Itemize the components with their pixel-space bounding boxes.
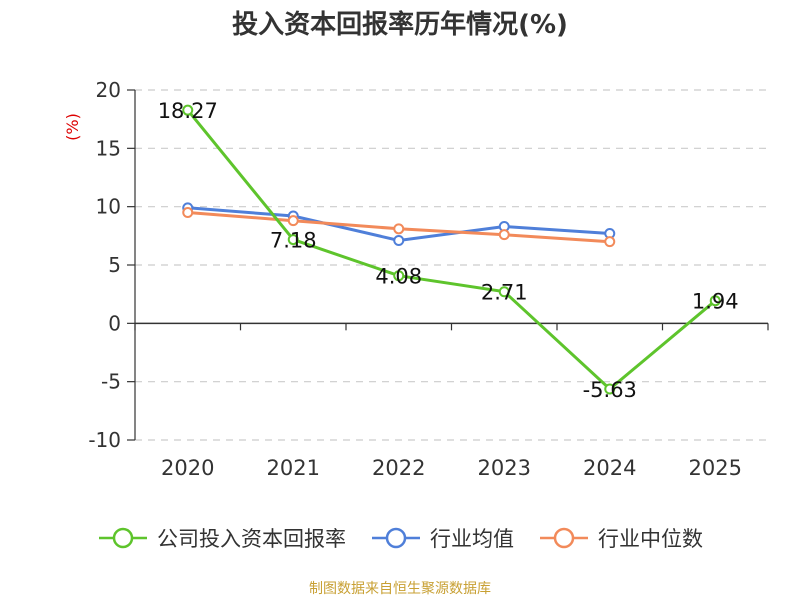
x-tick-label: 2020 (161, 456, 214, 480)
y-tick-label: 20 (96, 78, 121, 102)
legend: 公司投入资本回报率 行业均值 行业中位数 (0, 518, 800, 558)
data-label: 1.94 (692, 290, 739, 314)
data-point (498, 286, 510, 298)
series-lines (182, 104, 721, 395)
y-tick-label: 5 (108, 253, 121, 277)
legend-item: 公司投入资本回报率 (97, 523, 346, 553)
legend-item: 行业均值 (370, 523, 514, 553)
x-tick-label: 2024 (583, 456, 636, 480)
legend-label: 行业均值 (430, 527, 514, 551)
x-tick-label: 2023 (478, 456, 531, 480)
legend-swatch-icon (372, 527, 420, 549)
data-label: 18.27 (158, 99, 218, 123)
y-tick-label: -5 (101, 370, 121, 394)
legend-item: 行业中位数 (538, 523, 703, 553)
y-tick-label: 10 (96, 195, 121, 219)
data-point (604, 236, 616, 248)
y-tick-label: 15 (96, 136, 121, 160)
data-point (393, 223, 405, 235)
y-axis-label: (%) (63, 113, 82, 141)
data-point (604, 383, 616, 395)
data-label: 2.71 (481, 281, 528, 305)
data-label: 4.08 (375, 265, 422, 289)
line-chart: -10 -5 0 5 10 15 20 (%) 2020 2021 2022 2023 2024 2025… (63, 78, 769, 480)
data-point (393, 235, 405, 246)
grid-lines (135, 89, 768, 441)
data-point (287, 215, 299, 227)
series-line (186, 109, 717, 391)
data-label: 7.18 (270, 229, 317, 253)
y-tick-label: 0 (108, 311, 121, 335)
axes: -10 -5 0 5 10 15 20 (%) 2020 2021 2022 2023 2024 2025 (63, 78, 769, 480)
legend-swatch-icon (99, 527, 147, 549)
y-tick-label: -10 (88, 428, 121, 452)
chart-title: 投入资本回报率历年情况(%) (232, 10, 568, 40)
data-point (709, 295, 721, 307)
x-tick-label: 2025 (689, 456, 742, 480)
legend-label: 公司投入资本回报率 (157, 527, 346, 551)
data-point (498, 229, 510, 241)
legend-label: 行业中位数 (598, 527, 703, 551)
legend-swatch-icon (540, 527, 588, 549)
data-point (393, 270, 405, 282)
data-point (182, 207, 194, 218)
source-note: 制图数据来自恒生聚源数据库 (309, 581, 491, 597)
data-label: -5.63 (583, 378, 637, 402)
data-point (182, 104, 194, 116)
data-point (287, 234, 299, 246)
x-tick-label: 2021 (267, 456, 320, 480)
x-tick-label: 2022 (372, 456, 425, 480)
data-labels: 18.27 7.18 4.08 2.71 -5.63 1.94 (158, 99, 739, 402)
